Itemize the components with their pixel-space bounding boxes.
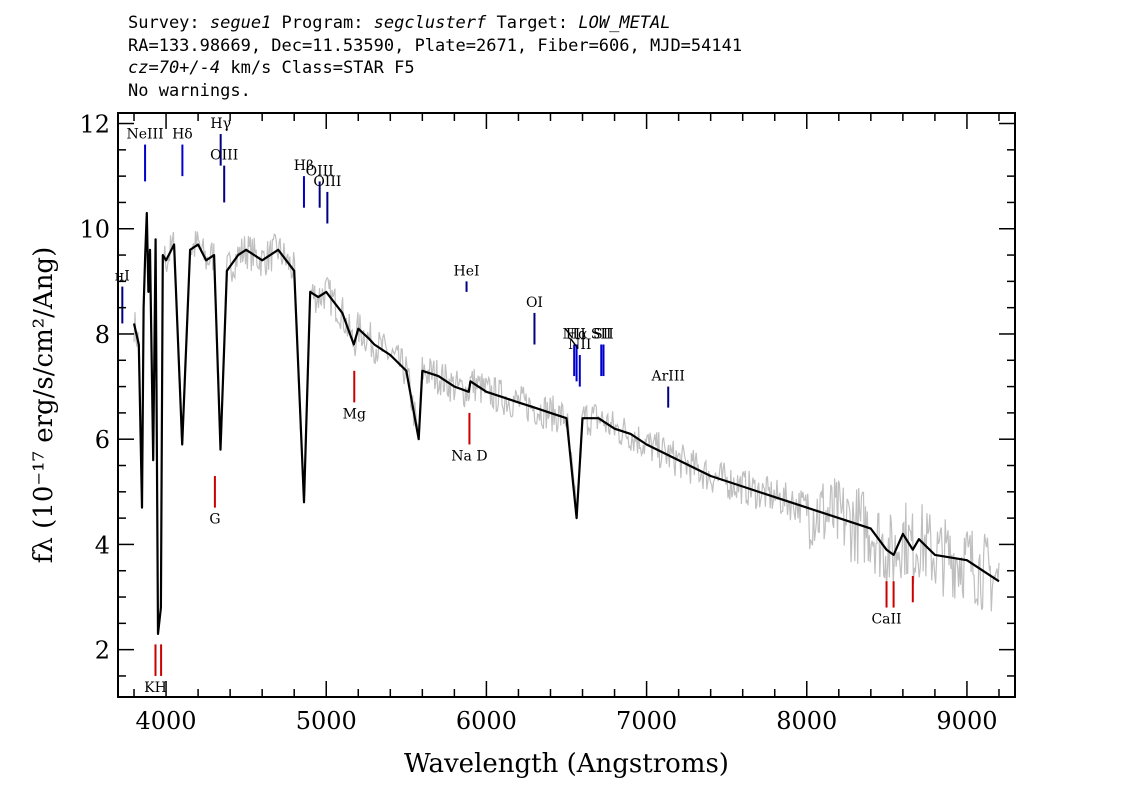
y-tick-label: 10: [79, 216, 110, 244]
line-marker-label: ArIII: [651, 369, 685, 385]
line-marker-label: Na D: [451, 448, 487, 464]
x-tick-label: 9000: [936, 707, 997, 735]
y-tick-label: 2: [95, 637, 110, 665]
y-tick-label: 6: [95, 426, 110, 454]
program-value: segclusterf: [373, 13, 487, 33]
header-line-survey: Survey: segue1 Program: segclusterf Targ…: [128, 12, 742, 35]
x-tick-label: 6000: [456, 707, 517, 735]
y-tick-label: 12: [79, 111, 110, 139]
program-label: Program:: [271, 13, 374, 33]
axis-tick-labels: 4000 5000 6000 7000 8000 9000 2 4 6 8 10 12: [79, 111, 997, 735]
y-tick-label: 8: [95, 321, 110, 349]
survey-label: Survey:: [128, 13, 210, 33]
line-marker-label: G: [209, 512, 220, 528]
y-axis-title: fλ (10⁻¹⁷ erg/s/cm²/Ang): [29, 247, 59, 563]
line-marker-label: Hδ: [172, 127, 193, 143]
line-marker-label: OIII: [306, 163, 334, 179]
flux-series-line: [132, 211, 1000, 636]
spectrum-header: Survey: segue1 Program: segclusterf Targ…: [128, 12, 742, 102]
x-axis-title: Wavelength (Angstroms): [404, 749, 729, 779]
x-tick-label: 4000: [136, 707, 197, 735]
line-marker-label: NeIII: [126, 127, 163, 143]
cz-value: cz=70+/-4: [128, 58, 221, 78]
line-marker-label: Hα: [566, 326, 588, 342]
header-line-warnings: No warnings.: [128, 80, 251, 101]
class-text: km/s Class=STAR F5: [220, 58, 415, 78]
header-line-redshift: cz=70+/-4 km/s Class=STAR F5: [128, 57, 742, 80]
line-marker-label: CaII: [871, 612, 901, 628]
line-marker-label: OIII: [210, 148, 238, 164]
line-marker-label: NII: [568, 337, 591, 353]
line-marker-label: SII: [591, 326, 612, 342]
axis-ticks: [118, 113, 1015, 697]
line-marker-label: Hβ: [294, 158, 314, 174]
y-tick-label: 4: [95, 531, 110, 559]
line-marker-label: Mg: [343, 406, 366, 422]
x-tick-label: 7000: [616, 707, 677, 735]
plot-frame: [117, 112, 1016, 698]
line-marker-label: Hγ: [210, 116, 231, 132]
line-marker-label: OIII: [313, 174, 341, 190]
line-marker-label: KH: [144, 680, 167, 696]
header-line-coordinates: RA=133.98669, Dec=11.53590, Plate=2671, …: [128, 35, 743, 56]
x-tick-label: 8000: [776, 707, 837, 735]
line-marker-label: NII: [563, 326, 586, 342]
target-value: LOW_METAL: [578, 13, 671, 33]
line-marker-label: HeI: [454, 263, 480, 279]
survey-value: segue1: [209, 13, 272, 33]
target-label: Target:: [486, 13, 579, 33]
x-tick-label: 5000: [296, 707, 357, 735]
line-marker-label: SII: [593, 326, 614, 342]
line-marker-label: OI: [526, 295, 543, 311]
